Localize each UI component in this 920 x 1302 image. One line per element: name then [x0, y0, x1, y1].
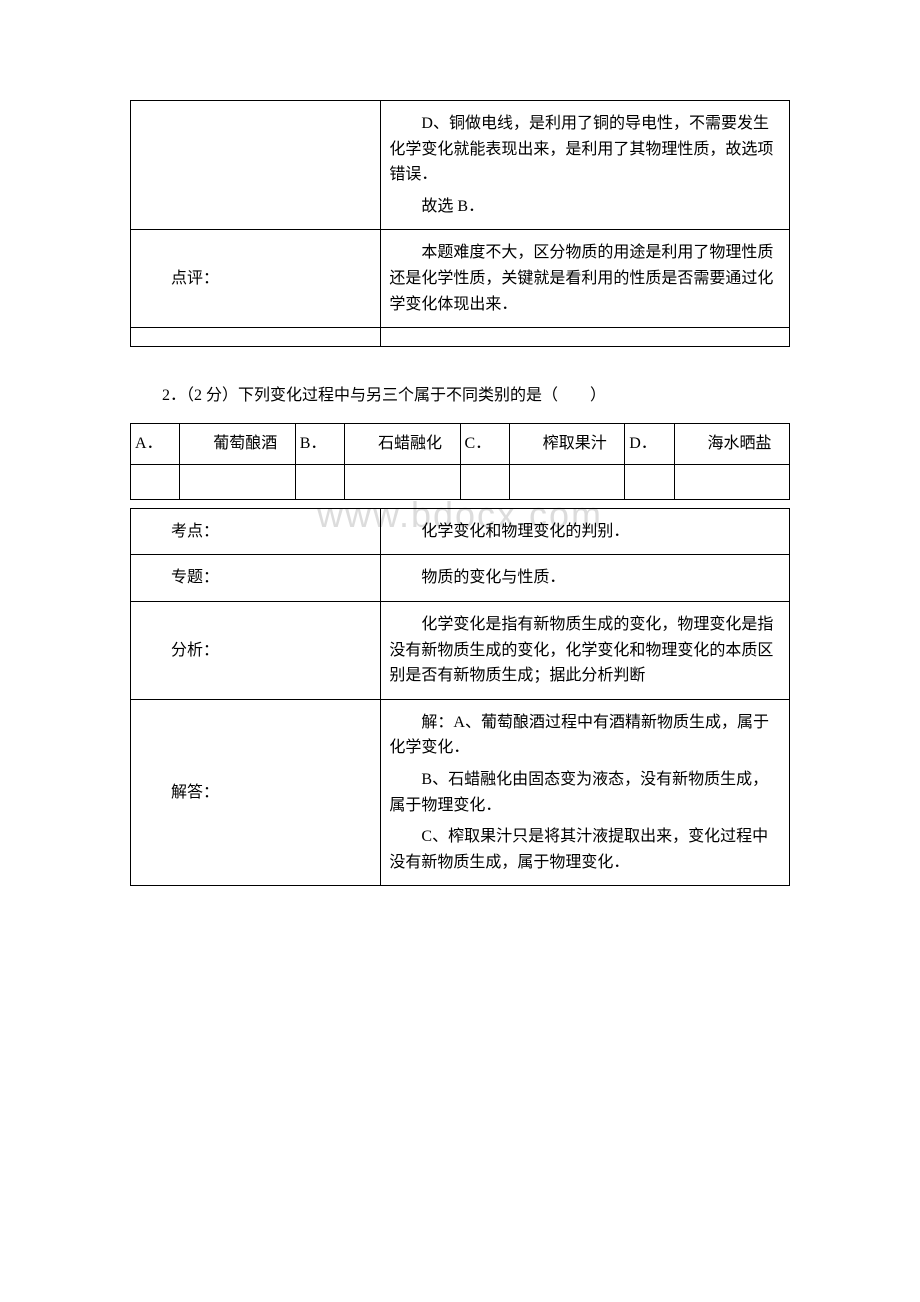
- empty-cell: [625, 464, 674, 499]
- empty-cell: [180, 464, 295, 499]
- empty-cell: [295, 464, 344, 499]
- cell-label-empty: [131, 101, 381, 230]
- cell-content: 物质的变化与性质．: [381, 555, 790, 602]
- option-letter: D．: [625, 423, 674, 464]
- table-row: 分析： 化学变化是指有新物质生成的变化，物理变化是指没有新物质生成的变化，化学变…: [131, 601, 790, 699]
- analysis-table-2: 考点： 化学变化和物理变化的判别． 专题： 物质的变化与性质． 分析： 化学变化…: [130, 508, 790, 887]
- paragraph: D、铜做电线，是利用了铜的导电性，不需要发生化学变化就能表现出来，是利用了其物理…: [389, 111, 781, 188]
- cell-label: 分析：: [131, 601, 381, 699]
- table-row: D、铜做电线，是利用了铜的导电性，不需要发生化学变化就能表现出来，是利用了其物理…: [131, 101, 790, 230]
- table-row: 点评： 本题难度不大，区分物质的用途是利用了物理性质还是化学性质，关键就是看利用…: [131, 230, 790, 328]
- cell-label: 专题：: [131, 555, 381, 602]
- option-letter: A．: [131, 423, 180, 464]
- paragraph: 故选 B．: [389, 194, 781, 220]
- paragraph: 化学变化是指有新物质生成的变化，物理变化是指没有新物质生成的变化，化学变化和物理…: [389, 612, 781, 689]
- table-row: 解答： 解：A、葡萄酿酒过程中有酒精新物质生成，属于化学变化． B、石蜡融化由固…: [131, 699, 790, 886]
- option-text: 海水晒盐: [674, 423, 789, 464]
- option-letter: C．: [460, 423, 509, 464]
- cell-content: D、铜做电线，是利用了铜的导电性，不需要发生化学变化就能表现出来，是利用了其物理…: [381, 101, 790, 230]
- paragraph: 本题难度不大，区分物质的用途是利用了物理性质还是化学性质，关键就是看利用的性质是…: [389, 240, 781, 317]
- table-row-empty: [131, 328, 790, 347]
- paragraph: 物质的变化与性质．: [389, 565, 781, 591]
- analysis-table-1: D、铜做电线，是利用了铜的导电性，不需要发生化学变化就能表现出来，是利用了其物理…: [130, 100, 790, 347]
- paragraph: C、榨取果汁只是将其汁液提取出来，变化过程中没有新物质生成，属于物理变化．: [389, 824, 781, 875]
- question-text: 下列变化过程中与另三个属于不同类别的是（ ）: [238, 387, 606, 404]
- question-2-stem: 2．（2 分）下列变化过程中与另三个属于不同类别的是（ ）: [130, 383, 790, 409]
- paragraph: B、石蜡融化由固态变为液态，没有新物质生成，属于物理变化．: [389, 767, 781, 818]
- empty-cell: [131, 464, 180, 499]
- table-row-empty: [131, 464, 790, 499]
- empty-cell: [131, 328, 381, 347]
- cell-label: 解答：: [131, 699, 381, 886]
- cell-label: 考点：: [131, 508, 381, 555]
- empty-cell: [345, 464, 460, 499]
- table-row: 考点： 化学变化和物理变化的判别．: [131, 508, 790, 555]
- question-points: （2 分）: [186, 387, 238, 404]
- option-text: 葡萄酿酒: [180, 423, 295, 464]
- options-row: A． 葡萄酿酒 B． 石蜡融化 C． 榨取果汁 D． 海水晒盐: [131, 423, 790, 464]
- paragraph: 化学变化和物理变化的判别．: [389, 519, 781, 545]
- table-row: 专题： 物质的变化与性质．: [131, 555, 790, 602]
- option-text: 石蜡融化: [345, 423, 460, 464]
- options-table: A． 葡萄酿酒 B． 石蜡融化 C． 榨取果汁 D． 海水晒盐: [130, 423, 790, 500]
- cell-label: 点评：: [131, 230, 381, 328]
- cell-content: 化学变化和物理变化的判别．: [381, 508, 790, 555]
- cell-content: 本题难度不大，区分物质的用途是利用了物理性质还是化学性质，关键就是看利用的性质是…: [381, 230, 790, 328]
- option-letter: B．: [295, 423, 344, 464]
- paragraph: 解：A、葡萄酿酒过程中有酒精新物质生成，属于化学变化．: [389, 710, 781, 761]
- cell-content: 化学变化是指有新物质生成的变化，物理变化是指没有新物质生成的变化，化学变化和物理…: [381, 601, 790, 699]
- empty-cell: [674, 464, 789, 499]
- empty-cell: [381, 328, 790, 347]
- cell-content: 解：A、葡萄酿酒过程中有酒精新物质生成，属于化学变化． B、石蜡融化由固态变为液…: [381, 699, 790, 886]
- empty-cell: [509, 464, 624, 499]
- option-text: 榨取果汁: [509, 423, 624, 464]
- empty-cell: [460, 464, 509, 499]
- question-number: 2．: [162, 387, 186, 404]
